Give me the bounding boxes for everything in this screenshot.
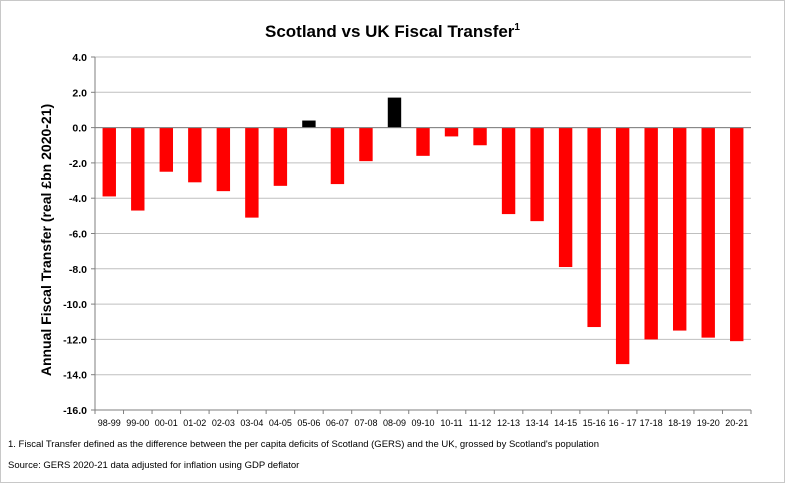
bar-99-00 [131,127,145,211]
x-tick-label: 05-06 [297,418,320,428]
bar-04-05 [273,127,288,186]
y-tick-label: -16.0 [63,405,87,417]
bar-01-02 [188,127,202,183]
bar-12-13 [501,127,516,215]
x-tick-label: 02-03 [212,418,235,428]
x-tick-label: 12-13 [497,418,520,428]
bar-10-11 [444,127,459,137]
bar-06-07 [330,127,345,185]
bar-15-16 [587,127,601,328]
chart-title-text: Scotland vs UK Fiscal Transfer [265,22,515,41]
bar-07-08 [359,127,373,162]
x-tick-label: 19-20 [697,418,720,428]
source-note: Source: GERS 2020-21 data adjusted for i… [8,460,300,471]
bar-18-19 [672,127,687,331]
chart-title: Scotland vs UK Fiscal Transfer1 [0,22,785,42]
x-tick-label: 17-18 [640,418,663,428]
bar-14-15 [558,127,573,268]
bar-03-04 [245,127,259,218]
bar-16-17 [615,127,630,365]
y-tick-label: 2.0 [72,87,87,99]
y-tick-label: -2.0 [69,158,87,170]
y-tick-label: -8.0 [69,264,87,276]
x-tick-label: 13-14 [526,418,549,428]
x-tick-label: 11-12 [469,418,491,428]
x-tick-label: 20-21 [725,418,748,428]
bar-13-14 [530,127,544,222]
x-tick-label: 18-19 [668,418,691,428]
y-tick-label: -4.0 [69,193,87,205]
x-tick-label: 07-08 [354,418,377,428]
title-footnote-marker: 1 [514,22,520,33]
y-tick-label: 4.0 [72,52,87,64]
bar-02-03 [216,127,231,192]
bar-19-20 [701,127,715,338]
x-tick-label: 98-99 [98,418,121,428]
x-tick-label: 99-00 [126,418,149,428]
bar-00-01 [159,127,174,172]
x-tick-label: 09-10 [411,418,434,428]
y-tick-label: -10.0 [63,299,87,311]
y-tick-label: 0.0 [72,123,87,135]
x-tick-label: 10-11 [440,418,462,428]
x-tick-label: 15-16 [583,418,606,428]
y-tick-label: -14.0 [63,370,87,382]
bar-05-06 [302,120,316,128]
bar-11-12 [473,127,487,146]
bar-20-21 [730,127,744,342]
x-tick-label: 04-05 [269,418,292,428]
bar-09-10 [416,127,430,156]
x-tick-label: 00-01 [155,418,178,428]
bar-17-18 [644,127,658,340]
bar-08-09 [387,97,402,128]
x-tick-label: 08-09 [383,418,406,428]
x-tick-label: 01-02 [183,418,206,428]
x-tick-label: 06-07 [326,418,349,428]
y-tick-label: -12.0 [63,334,87,346]
footnote: 1. Fiscal Transfer defined as the differ… [8,439,599,450]
y-tick-label: -6.0 [69,229,87,241]
bar-98-99 [102,127,116,197]
x-tick-label: 14-15 [554,418,577,428]
x-tick-label: 16 - 17 [609,418,637,428]
x-tick-label: 03-04 [240,418,263,428]
